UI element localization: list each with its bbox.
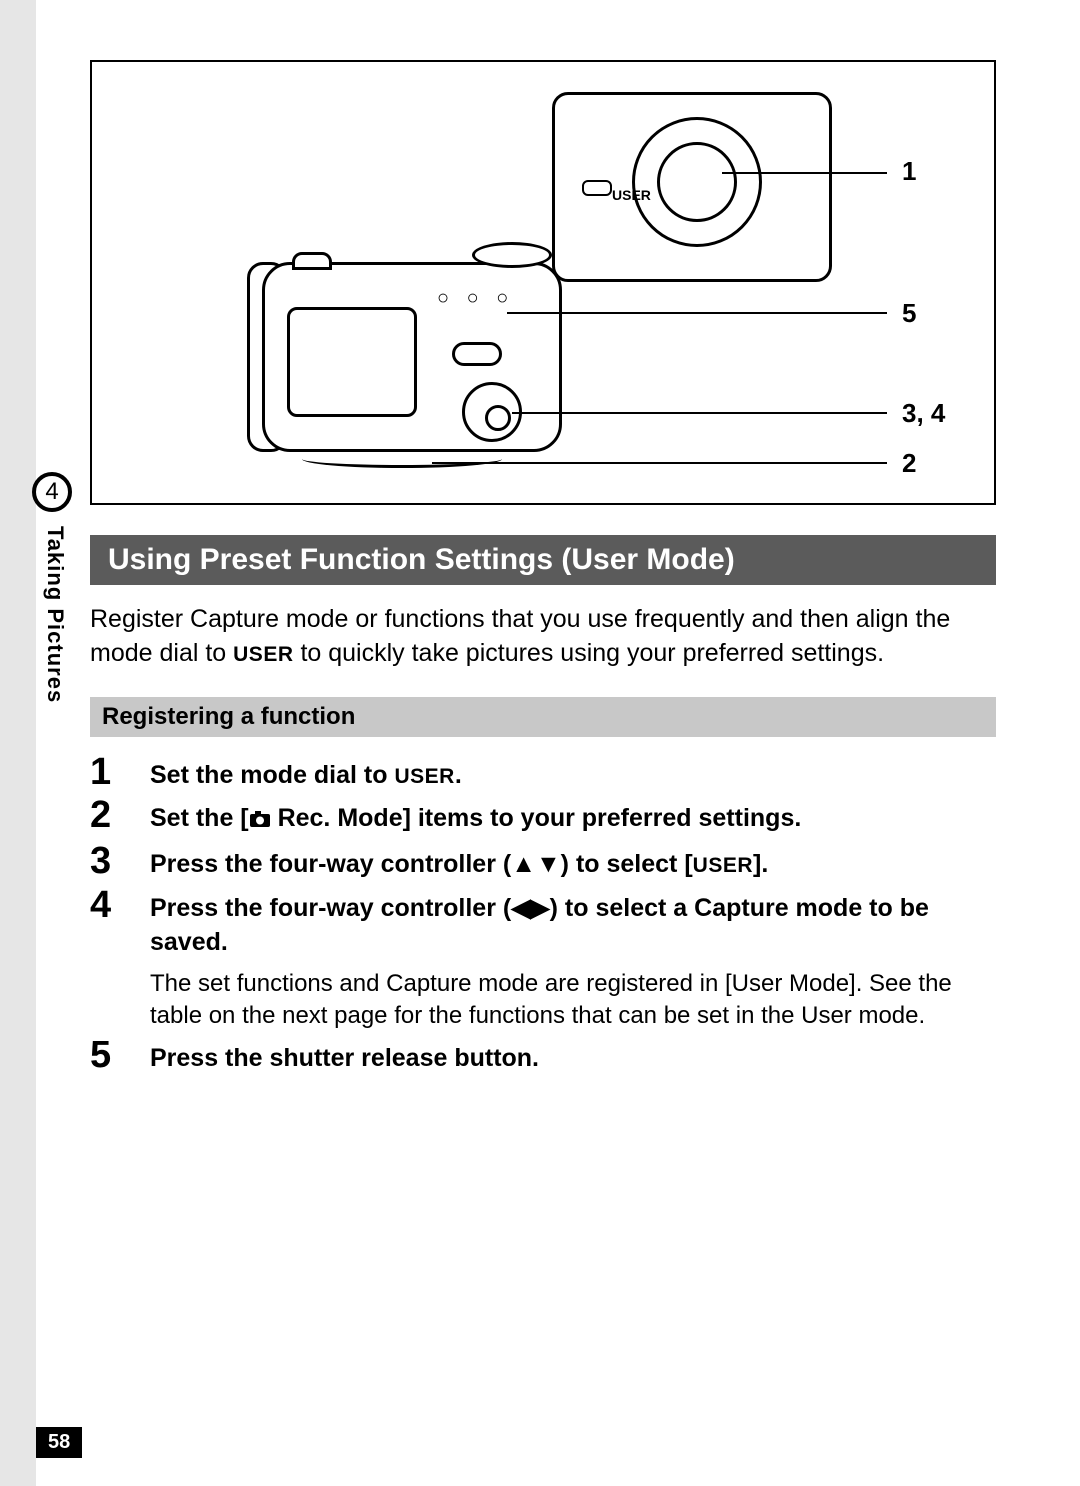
callout-2: 2 [902,448,916,479]
left-gutter [0,0,36,1486]
camera-menu-btn-shape [452,342,502,366]
camera-diagram: ○ ○ ○ USER 1 5 3, 4 2 [90,60,996,505]
intro-user-label: USER [233,643,293,666]
page-number: 58 [36,1427,82,1458]
step-3-after: ]. [753,850,768,878]
step-4-num: 4 [90,886,150,926]
step-1-after: . [455,761,462,789]
chapter-label: Taking Pictures [42,526,68,703]
camera-icon [249,804,271,838]
camera-screen-shape [287,307,417,417]
step-1-num: 1 [90,753,150,793]
content-area: ○ ○ ○ USER 1 5 3, 4 2 Using Preset Funct… [90,60,996,1080]
side-tab: 4 Taking Pictures [28,472,78,703]
step-5-body: Press the shutter release button. [150,1036,539,1076]
step-5: 5 Press the shutter release button. [90,1036,996,1076]
step-5-num: 5 [90,1036,150,1076]
step-1-body: Set the mode dial to USER. [150,753,462,793]
dial-user-label: USER [612,187,651,203]
leader-line-2 [432,462,887,464]
step-4-text: Press the four-way controller (◀▶) to se… [150,894,929,956]
leader-line-5 [507,312,887,314]
step-1-before: Set the mode dial to [150,761,394,789]
intro-after: to quickly take pictures using your pref… [294,639,885,667]
step-2-before: Set the [ [150,804,249,832]
step-3-user: USER [693,854,753,877]
leader-line-1 [722,172,887,174]
step-1-user: USER [394,765,454,788]
camera-top-buttons: ○ ○ ○ [437,287,514,310]
callout-34: 3, 4 [902,398,945,429]
intro-paragraph: Register Capture mode or functions that … [90,603,996,671]
step-5-text: Press the shutter release button. [150,1044,539,1072]
step-4-body: Press the four-way controller (◀▶) to se… [150,886,996,1032]
step-3: 3 Press the four-way controller (▲▼) to … [90,842,996,882]
step-4: 4 Press the four-way controller (◀▶) to … [90,886,996,1032]
step-3-body: Press the four-way controller (▲▼) to se… [150,842,768,882]
step-2-num: 2 [90,796,150,836]
page: 4 Taking Pictures ○ ○ ○ USER 1 5 [0,0,1080,1486]
steps-list: 1 Set the mode dial to USER. 2 Set the [… [90,753,996,1077]
step-2: 2 Set the [ Rec. Mode] items to your pre… [90,796,996,838]
camera-bottom-curve [302,450,502,468]
step-4-note: The set functions and Capture mode are r… [150,968,996,1033]
section-heading: Using Preset Function Settings (User Mod… [90,535,996,585]
callout-1: 1 [902,156,916,187]
leader-line-34 [512,412,887,414]
step-2-body: Set the [ Rec. Mode] items to your prefe… [150,796,801,838]
step-2-after: Rec. Mode] items to your preferred setti… [271,804,802,832]
chapter-number-circle: 4 [32,472,72,512]
step-3-before: Press the four-way controller (▲▼) to se… [150,850,693,878]
dial-inner-circle [657,142,737,222]
step-3-num: 3 [90,842,150,882]
camera-shutter-shape [292,252,332,270]
chapter-number: 4 [45,478,58,506]
subheading: Registering a function [90,697,996,737]
step-1: 1 Set the mode dial to USER. [90,753,996,793]
camera-dial-top-shape [472,242,552,268]
callout-5: 5 [902,298,916,329]
dial-flash-shape [582,180,612,196]
